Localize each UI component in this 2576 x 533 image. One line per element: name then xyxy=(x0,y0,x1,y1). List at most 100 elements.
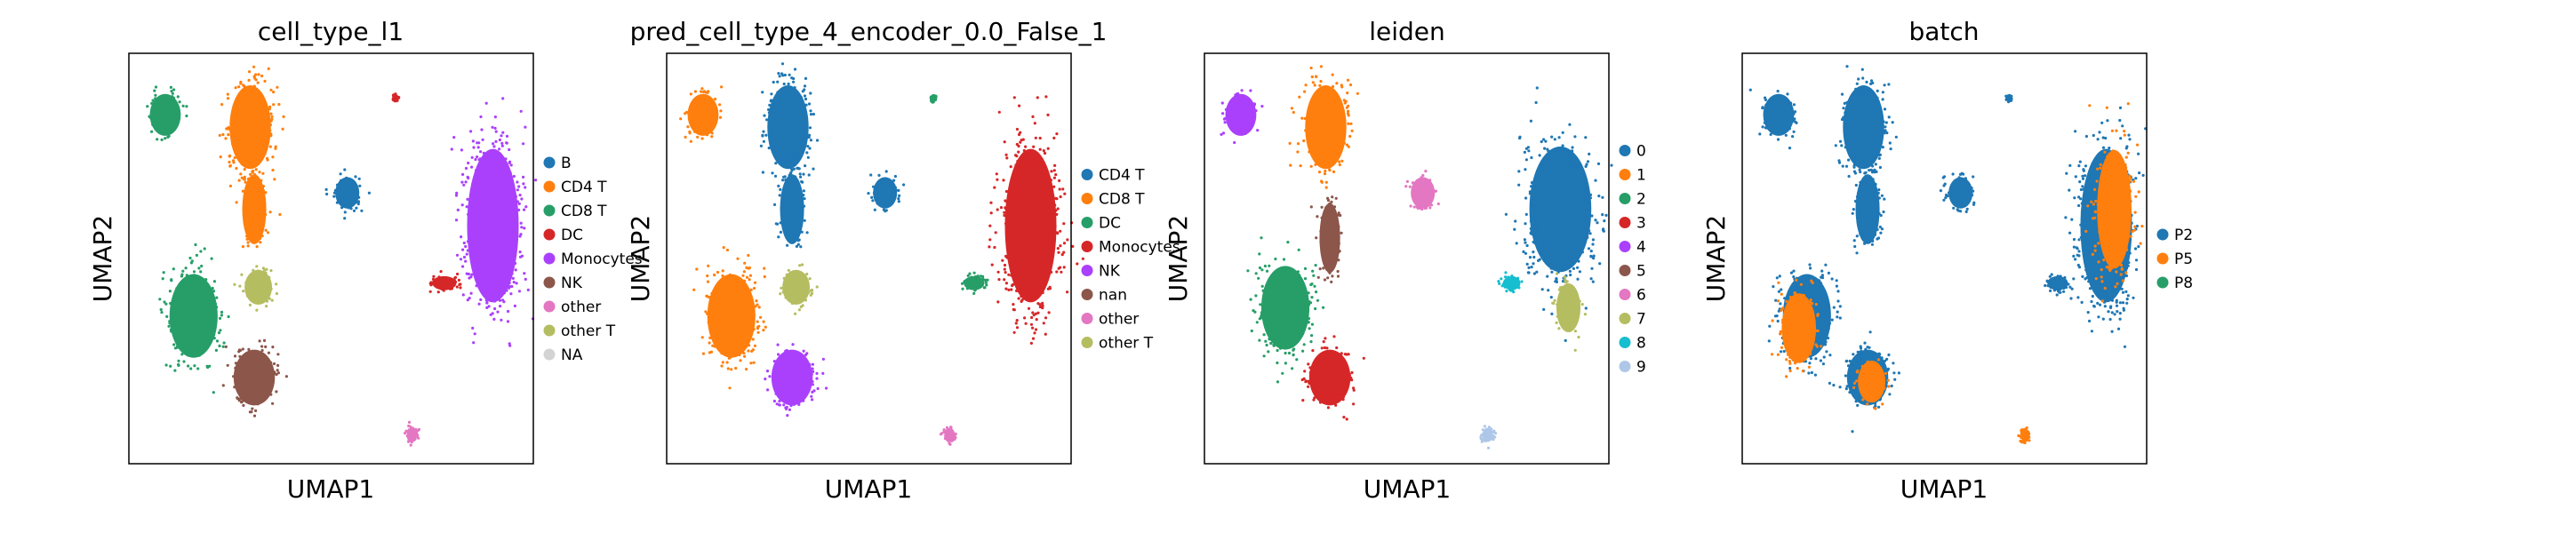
umap-point xyxy=(1255,321,1259,324)
umap-point xyxy=(1865,91,1868,95)
umap-point xyxy=(1539,170,1542,173)
umap-point xyxy=(1887,83,1891,86)
umap-point xyxy=(1876,395,1880,400)
umap-point xyxy=(1942,175,1947,179)
y-axis-label: UMAP2 xyxy=(1164,215,1193,303)
umap-point xyxy=(805,381,809,385)
umap-point xyxy=(268,297,271,300)
umap-point xyxy=(437,275,441,279)
umap-point xyxy=(1303,266,1308,270)
umap-point xyxy=(1950,197,1954,201)
umap-point xyxy=(1556,310,1561,314)
umap-point xyxy=(1884,129,1887,133)
umap-point xyxy=(1880,383,1884,386)
umap-point xyxy=(160,311,164,314)
umap-point xyxy=(710,100,714,104)
umap-point xyxy=(1771,319,1774,322)
umap-point xyxy=(740,282,745,285)
legend-marker xyxy=(1619,313,1631,324)
umap-point xyxy=(1010,194,1013,197)
umap-point xyxy=(519,221,523,225)
umap-point xyxy=(1268,338,1271,341)
umap-point xyxy=(2091,177,2094,180)
umap-point xyxy=(412,428,415,432)
umap-point xyxy=(264,355,268,359)
umap-point xyxy=(794,94,798,98)
umap-point xyxy=(1322,249,1325,252)
umap-point xyxy=(1781,95,1785,99)
umap-point xyxy=(1035,318,1038,322)
umap-point xyxy=(799,100,803,104)
umap-point xyxy=(1855,379,1859,383)
umap-point xyxy=(254,87,258,91)
umap-point xyxy=(969,286,972,290)
umap-point xyxy=(1010,288,1013,291)
umap-point xyxy=(1034,136,1037,139)
umap-point xyxy=(510,247,514,251)
umap-point xyxy=(1566,266,1570,269)
umap-point xyxy=(1544,247,1548,251)
umap-point xyxy=(953,437,956,441)
umap-point xyxy=(743,261,747,265)
umap-point xyxy=(1326,276,1330,280)
umap-point xyxy=(872,191,876,195)
umap-point xyxy=(1003,213,1006,218)
umap-point xyxy=(263,152,267,155)
umap-point xyxy=(2118,167,2122,171)
umap-point xyxy=(1802,293,1805,298)
umap-point xyxy=(798,264,802,267)
umap-point xyxy=(2097,260,2100,264)
umap-point xyxy=(1592,254,1596,258)
umap-point xyxy=(700,336,704,339)
umap-point xyxy=(1779,350,1783,354)
umap-point xyxy=(1309,126,1313,130)
umap-point xyxy=(268,392,271,395)
umap-point xyxy=(1819,359,1822,362)
umap-point xyxy=(1046,199,1050,203)
legend-marker xyxy=(543,180,556,193)
umap-point xyxy=(1788,103,1792,107)
umap-point xyxy=(1530,185,1533,188)
umap-point xyxy=(882,203,886,206)
umap-point xyxy=(740,284,744,288)
umap-point xyxy=(2101,164,2105,169)
umap-point xyxy=(1002,179,1005,182)
umap-point xyxy=(1514,219,1517,223)
umap-point xyxy=(1970,187,1973,190)
umap-point xyxy=(2062,290,2066,293)
umap-point xyxy=(275,282,278,286)
umap-point xyxy=(1820,274,1824,277)
umap-point xyxy=(757,324,761,328)
umap-point xyxy=(237,179,241,182)
umap-point xyxy=(1877,211,1881,215)
umap-point xyxy=(508,275,512,279)
cluster-8 xyxy=(1497,271,1524,294)
umap-point xyxy=(471,326,475,330)
umap-point xyxy=(1224,107,1228,111)
umap-point xyxy=(2129,235,2132,238)
umap-point xyxy=(1543,253,1547,257)
umap-point xyxy=(804,353,808,357)
cluster-cd8-t xyxy=(679,85,724,143)
umap-point xyxy=(1951,172,1955,176)
umap-point xyxy=(981,277,985,281)
umap-point xyxy=(268,145,272,148)
umap-point xyxy=(690,122,693,125)
umap-point xyxy=(1017,178,1020,181)
umap-point xyxy=(499,165,503,169)
umap-point xyxy=(1596,162,1601,165)
umap-point xyxy=(1312,155,1316,158)
umap-point xyxy=(1875,211,1878,215)
umap-point xyxy=(356,200,361,203)
umap-point xyxy=(203,247,206,251)
umap-point xyxy=(762,130,765,133)
umap-point xyxy=(500,141,504,145)
umap-point xyxy=(1303,116,1307,120)
umap-point xyxy=(460,148,464,152)
umap-point xyxy=(1877,130,1881,134)
umap-point xyxy=(1249,298,1252,301)
umap-point xyxy=(252,268,255,272)
umap-point xyxy=(1804,277,1808,281)
umap-point xyxy=(146,105,149,108)
umap-point xyxy=(1310,139,1314,144)
